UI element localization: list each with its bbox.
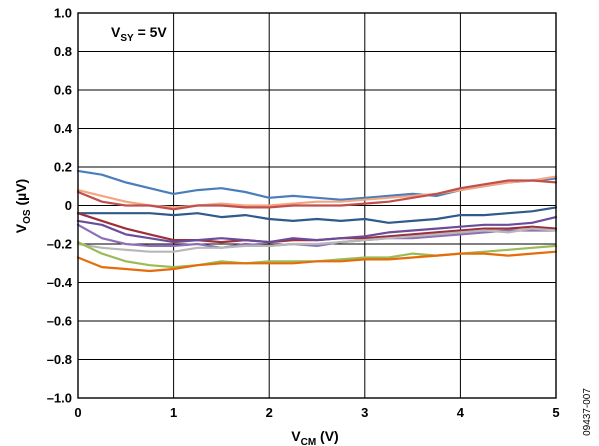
x-tick-label: 5: [552, 405, 559, 420]
x-tick-label: 0: [74, 405, 81, 420]
y-tick-label: 0.6: [54, 83, 72, 98]
y-tick-labels: 1.0 0.8 0.6 0.4 0.2 0 –0.2 –0.4 –0.6 –0.8 –1.0: [47, 6, 73, 406]
y-tick-label: –0.6: [47, 314, 72, 329]
y-tick-label: 0.4: [54, 121, 73, 136]
series-line-3: [76, 179, 558, 211]
y-tick-label: –0.2: [47, 237, 72, 252]
series-line-10: [76, 250, 558, 273]
series-line-4: [76, 206, 558, 224]
plot-frame: [77, 12, 557, 399]
series-line-7: [76, 223, 558, 249]
series-line-6: [76, 216, 558, 244]
y-tick-label: 0.8: [54, 44, 72, 59]
supply-voltage-annotation: VSY = 5V: [111, 24, 167, 44]
x-tick-label: 3: [361, 405, 368, 420]
x-axis-title: VCM (V): [291, 428, 338, 446]
series-line-8: [76, 227, 558, 253]
y-tick-label: 1.0: [54, 6, 72, 21]
series-line-2: [76, 175, 558, 209]
y-axis-title: VOS (µV): [13, 179, 33, 233]
y-tick-label: –0.4: [47, 275, 73, 290]
series-layer: [76, 169, 558, 273]
x-tick-label: 2: [266, 405, 273, 420]
y-tick-label: 0.2: [54, 160, 72, 175]
y-tick-label: –0.8: [47, 352, 72, 367]
x-tick-label: 4: [457, 405, 465, 420]
figure-id: 09437-007: [582, 388, 593, 436]
x-tick-labels: 0 1 2 3 4 5: [74, 405, 559, 420]
y-tick-label: –1.0: [47, 391, 72, 406]
x-tick-label: 1: [170, 405, 177, 420]
y-tick-label: 0: [65, 198, 72, 213]
